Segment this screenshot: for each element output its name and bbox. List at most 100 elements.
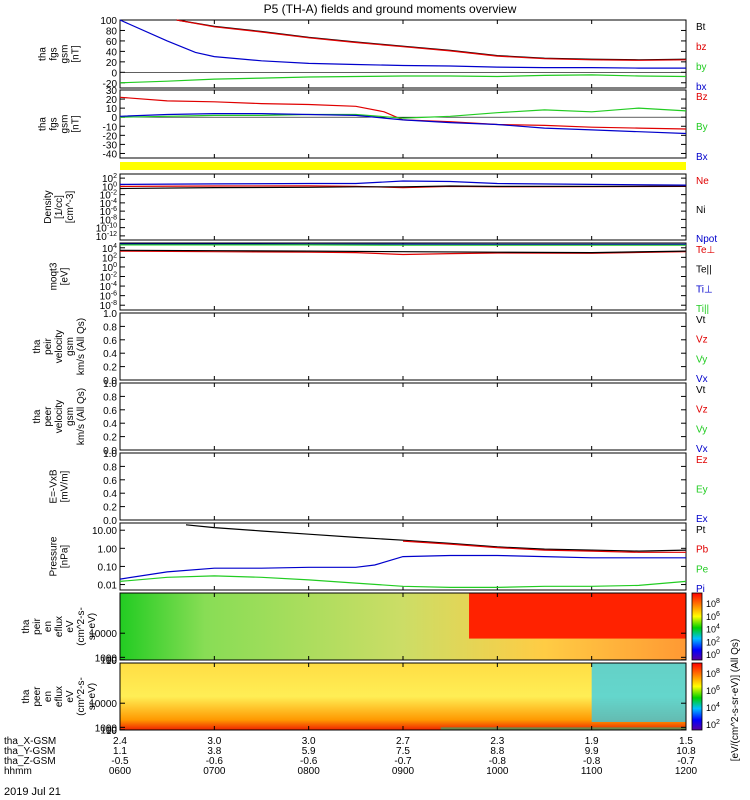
y-tick-label: -20 [103, 131, 118, 142]
y-tick-label: 0.2 [103, 363, 117, 374]
y-tick-label: 0.0 [103, 446, 117, 457]
y-tick-label: 0.8 [103, 462, 117, 473]
y-tick-label: 0 [111, 68, 117, 79]
legend-entry-Vx: Vx [696, 444, 708, 455]
x-axis-value: 1.1 [113, 746, 127, 757]
spectrogram-band-high [591, 663, 686, 722]
y-tick-label: 10-2 [100, 272, 117, 284]
series-line-Npot [119, 180, 687, 186]
y-tick-label: 104 [102, 243, 117, 255]
y-axis-label: Pressure [49, 536, 60, 576]
legend-entry-Vt: Vt [696, 315, 706, 326]
legend-entry-Vy: Vy [696, 424, 707, 435]
y-tick-label: 1000 [95, 723, 118, 734]
x-axis-value: 1.5 [679, 736, 693, 747]
legend-entry-Pe: Pe [696, 564, 709, 575]
y-tick-label: 100 [100, 726, 117, 737]
y-axis-label: tha [21, 619, 32, 633]
x-axis-value: 5.9 [302, 746, 316, 757]
legend-entry-Vz: Vz [696, 335, 708, 346]
y-tick-label: 100 [100, 16, 117, 27]
y-tick-label: 10 [106, 104, 118, 115]
colorbar-tick-label: 100 [706, 649, 720, 660]
legend-entry-bx: bx [696, 82, 707, 93]
x-axis-row-label: tha_X-GSM [4, 736, 56, 747]
legend-entry-Ex: Ex [696, 514, 708, 525]
y-axis-label: peer [43, 406, 54, 427]
legend-entry-Bt: Bt [696, 22, 706, 33]
y-tick-label: 0.10 [98, 562, 118, 573]
y-axis-label: en [43, 621, 54, 632]
y-axis-label: moqt3 [49, 262, 60, 290]
y-tick-label: 0.2 [103, 433, 117, 444]
y-tick-label: 0.8 [103, 322, 117, 333]
y-tick-label: 102 [102, 252, 117, 264]
y-tick-label: 10.00 [92, 526, 117, 537]
y-axis-label: tha [32, 339, 43, 353]
y-axis-label: peir [43, 337, 54, 354]
series-line-Pb [402, 540, 686, 553]
y-tick-label: 10-2 [100, 190, 117, 202]
y-tick-label: -20 [103, 79, 118, 90]
colorbar-label: [eV/(cm^2-s-sr-eV)] (All Qs) [730, 639, 741, 761]
y-axis-label: [eV] [60, 267, 71, 285]
legend-entry-Pi: Pi [696, 584, 705, 595]
colorbar-tick-label: 104 [706, 624, 720, 635]
colorbar-tick-label: 108 [706, 668, 720, 679]
y-axis-label: [nT] [71, 45, 82, 62]
series-line-bx [119, 19, 686, 69]
x-axis-value: -0.8 [489, 756, 507, 767]
legend-entry-Pt: Pt [696, 525, 706, 536]
y-axis-label: gsm [65, 337, 76, 356]
legend-entry-Vz: Vz [696, 405, 708, 416]
legend-entry-Vt: Vt [696, 385, 706, 396]
colorbar-tick-label: 104 [706, 702, 720, 713]
colorbar [691, 592, 703, 661]
y-tick-label: 102 [102, 173, 117, 185]
panel-frame [119, 312, 687, 381]
y-axis-label: fgs [49, 117, 60, 130]
x-axis-value: 3.0 [302, 736, 316, 747]
y-tick-label: 80 [106, 26, 118, 37]
y-tick-label: 10-6 [100, 206, 117, 218]
y-axis-label: sr-eV) [87, 613, 98, 640]
y-tick-label: 10-8 [100, 300, 117, 312]
legend-entry-Ti⊥: Ti⊥ [696, 284, 713, 295]
y-axis-label: km/s (All Qs) [76, 318, 87, 375]
y-tick-label: 10-6 [100, 291, 117, 303]
series-line-Bt [176, 19, 687, 61]
legend-entry-Ni: Ni [696, 205, 705, 216]
legend-entry-Bz: Bz [696, 92, 708, 103]
colorbar-tick-label: 106 [706, 685, 720, 696]
y-axis-label: E=-VxB [49, 469, 60, 504]
legend-entry-Npot: Npot [696, 234, 717, 245]
legend-entry-Vx: Vx [696, 374, 708, 385]
x-axis-value: 3.8 [207, 746, 221, 757]
series-line-Pi [119, 554, 686, 580]
date-label: 2019 Jul 21 [4, 786, 61, 798]
x-axis-value: 0800 [298, 766, 321, 777]
y-tick-label: 100 [102, 262, 117, 274]
y-tick-label: -10 [103, 122, 118, 133]
legend-entry-Te||: Te|| [696, 265, 712, 276]
y-tick-label: 0.4 [103, 419, 117, 430]
y-tick-label: 20 [106, 58, 118, 69]
y-axis-label: gsm [60, 115, 71, 134]
legend-entry-Ne: Ne [696, 176, 709, 187]
y-tick-label: 20 [106, 95, 118, 106]
y-axis-label: km/s (All Qs) [76, 388, 87, 445]
y-tick-label: 0.0 [103, 516, 117, 527]
y-axis-label: [1/cc] [54, 195, 65, 219]
spectrogram-high [469, 593, 686, 639]
y-axis-label: gsm [60, 45, 71, 64]
y-axis-label: Density [43, 190, 54, 223]
y-tick-label: 0.6 [103, 476, 117, 487]
x-axis-value: 0700 [203, 766, 226, 777]
y-axis-label: tha [32, 409, 43, 423]
y-tick-label: -30 [103, 140, 118, 151]
x-axis-value: 2.7 [396, 736, 410, 747]
series-line-By [119, 107, 687, 119]
y-axis-label: tha [38, 47, 49, 61]
x-axis-value: -0.7 [394, 756, 412, 767]
